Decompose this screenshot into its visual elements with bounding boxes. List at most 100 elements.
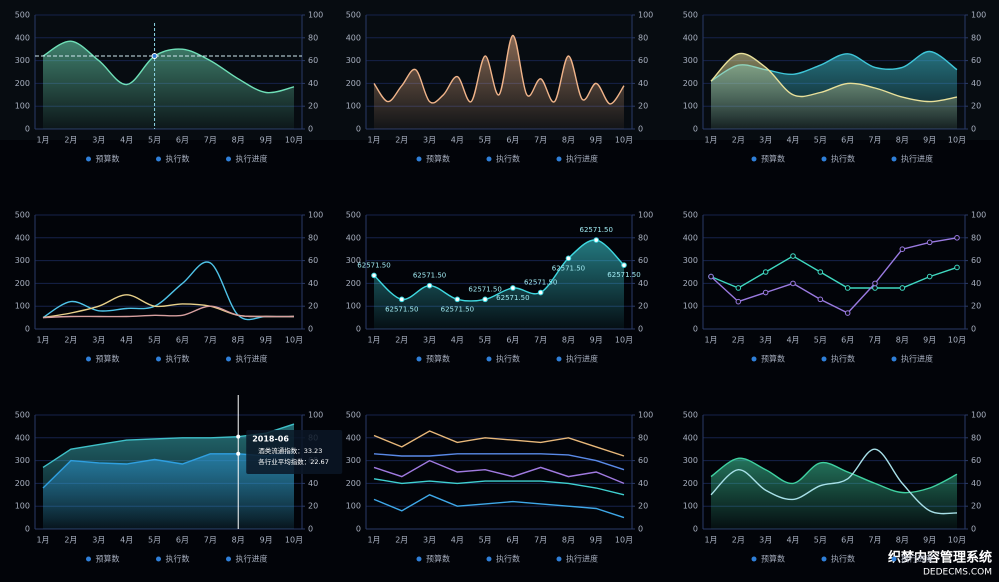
y-tick-label: 100 bbox=[683, 502, 698, 511]
x-tick-label: 2月 bbox=[395, 136, 408, 145]
y-tick-label: 100 bbox=[15, 502, 30, 511]
y-tick-label: 200 bbox=[346, 79, 361, 88]
point bbox=[735, 298, 742, 305]
watermark: 织梦内容管理系统 bbox=[888, 550, 992, 566]
y-tick-label: 400 bbox=[346, 33, 361, 42]
legend-dot bbox=[821, 356, 827, 362]
x-tick-label: 5月 bbox=[148, 336, 161, 345]
x-tick-label: 10月 bbox=[285, 336, 303, 345]
legend-dot bbox=[486, 356, 492, 362]
y2-tick-label: 60 bbox=[308, 56, 318, 65]
x-tick-label: 10月 bbox=[948, 136, 966, 145]
legend-label: 执行数 bbox=[166, 154, 190, 164]
area bbox=[711, 53, 957, 130]
point-label: 62571.50 bbox=[468, 285, 501, 293]
point-label: 62571.50 bbox=[580, 226, 613, 234]
point bbox=[872, 285, 878, 291]
y2-tick-label: 100 bbox=[308, 411, 323, 420]
legend-dot bbox=[751, 556, 757, 562]
x-tick-label: 6月 bbox=[841, 336, 854, 345]
y-tick-label: 500 bbox=[346, 211, 361, 220]
legend-label: 执行数 bbox=[831, 154, 855, 164]
x-tick-label: 10月 bbox=[615, 136, 633, 145]
y-tick-label: 300 bbox=[346, 56, 361, 65]
area bbox=[43, 451, 294, 529]
y-tick-label: 0 bbox=[693, 325, 698, 334]
line bbox=[42, 261, 295, 321]
point bbox=[899, 285, 906, 291]
area bbox=[374, 35, 624, 129]
x-tick-label: 2月 bbox=[732, 136, 745, 145]
y2-tick-label: 0 bbox=[971, 325, 976, 334]
x-tick-label: 7月 bbox=[534, 336, 547, 345]
x-tick-label: 3月 bbox=[92, 136, 105, 145]
point bbox=[926, 239, 933, 246]
y-tick-label: 300 bbox=[683, 56, 698, 65]
point bbox=[790, 280, 796, 287]
x-tick-label: 10月 bbox=[948, 336, 966, 345]
y2-tick-label: 80 bbox=[308, 233, 318, 242]
y-tick-label: 0 bbox=[693, 525, 698, 534]
x-tick-label: 1月 bbox=[367, 336, 380, 345]
legend-dot bbox=[86, 556, 91, 562]
line bbox=[42, 40, 295, 94]
point bbox=[954, 235, 960, 241]
x-tick-label: 5月 bbox=[814, 336, 827, 345]
y-tick-label: 400 bbox=[15, 433, 30, 442]
x-tick-label: 8月 bbox=[896, 536, 909, 545]
legend-dot bbox=[821, 556, 827, 562]
line bbox=[373, 34, 625, 105]
y2-tick-label: 40 bbox=[971, 479, 981, 488]
y-tick-label: 400 bbox=[15, 233, 30, 242]
x-tick-label: 4月 bbox=[451, 336, 464, 345]
x-tick-label: 6月 bbox=[841, 536, 854, 545]
y-tick-label: 400 bbox=[15, 33, 30, 42]
x-tick-label: 5月 bbox=[479, 136, 492, 145]
legend-dot bbox=[226, 556, 231, 562]
legend-label: 执行数 bbox=[166, 354, 190, 364]
x-tick-label: 3月 bbox=[759, 336, 772, 345]
point-label: 62571.50 bbox=[496, 294, 529, 302]
y-tick-label: 500 bbox=[683, 11, 698, 20]
x-tick-label: 6月 bbox=[176, 136, 189, 145]
legend-dot bbox=[486, 556, 492, 562]
x-tick-label: 4月 bbox=[451, 136, 464, 145]
point bbox=[482, 296, 488, 303]
x-tick-label: 1月 bbox=[704, 536, 717, 545]
y2-tick-label: 100 bbox=[971, 411, 986, 420]
legend-label: 预算数 bbox=[96, 554, 120, 564]
x-tick-label: 8月 bbox=[896, 336, 909, 345]
y2-tick-label: 80 bbox=[308, 33, 318, 42]
x-tick-label: 7月 bbox=[868, 136, 881, 145]
legend-label: 预算数 bbox=[761, 154, 785, 164]
x-tick-label: 8月 bbox=[562, 536, 575, 545]
y-tick-label: 400 bbox=[683, 233, 698, 242]
point-label: 62571.50 bbox=[607, 271, 640, 279]
legend-dot bbox=[416, 556, 422, 562]
legend-label: 执行进度 bbox=[566, 554, 598, 564]
y2-tick-label: 20 bbox=[638, 502, 648, 511]
point-label: 62571.50 bbox=[524, 279, 557, 287]
area bbox=[374, 240, 624, 329]
x-tick-label: 7月 bbox=[534, 536, 547, 545]
line bbox=[373, 478, 625, 496]
y2-tick-label: 100 bbox=[308, 11, 323, 20]
point bbox=[762, 269, 769, 275]
crosshair-dot bbox=[236, 434, 241, 439]
x-tick-label: 5月 bbox=[148, 136, 161, 145]
y2-tick-label: 0 bbox=[308, 325, 313, 334]
y2-tick-label: 60 bbox=[638, 256, 648, 265]
point bbox=[398, 296, 405, 303]
x-tick-label: 7月 bbox=[868, 336, 881, 345]
y2-tick-label: 80 bbox=[971, 33, 981, 42]
point bbox=[510, 285, 516, 291]
y2-tick-label: 20 bbox=[638, 102, 648, 111]
x-tick-label: 6月 bbox=[506, 536, 519, 545]
x-tick-label: 7月 bbox=[204, 136, 217, 145]
x-tick-label: 10月 bbox=[615, 536, 633, 545]
x-tick-label: 1月 bbox=[36, 536, 49, 545]
x-tick-label: 10月 bbox=[285, 136, 303, 145]
legend-dot bbox=[86, 356, 91, 362]
x-tick-label: 7月 bbox=[868, 536, 881, 545]
y-tick-label: 100 bbox=[346, 502, 361, 511]
